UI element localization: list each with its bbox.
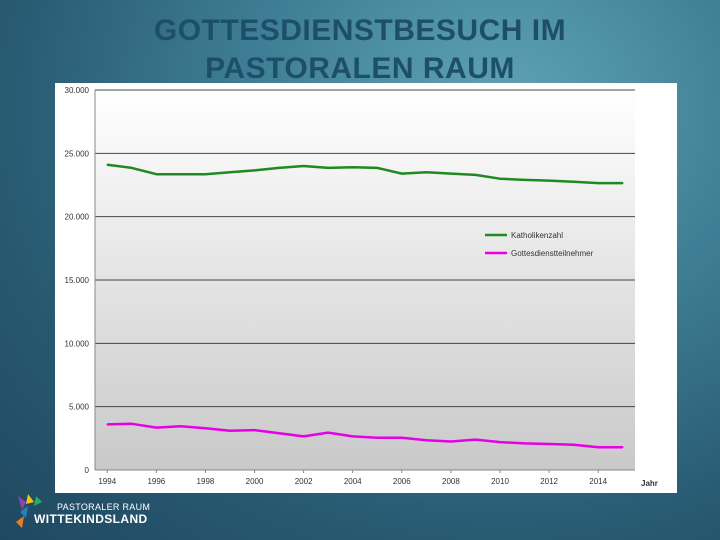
data-point bbox=[523, 179, 526, 181]
data-point bbox=[621, 182, 624, 184]
data-point bbox=[131, 167, 133, 169]
x-axis-label: Jahr bbox=[641, 479, 658, 488]
slide-title-line2: PASTORALEN RAUM bbox=[205, 52, 515, 85]
data-point bbox=[204, 427, 207, 430]
data-point bbox=[376, 167, 379, 169]
y-tick-label: 20.000 bbox=[65, 213, 90, 222]
y-tick-label: 25.000 bbox=[65, 149, 90, 158]
data-point bbox=[327, 431, 329, 434]
x-tick-label: 1994 bbox=[98, 477, 116, 486]
x-tick-label: 2000 bbox=[246, 477, 264, 486]
data-point bbox=[474, 438, 477, 441]
data-point bbox=[229, 429, 231, 432]
data-point bbox=[106, 163, 109, 166]
data-point bbox=[155, 426, 158, 429]
line-chart: 0 5.000 10.000 15.000 20.000 25.000 30.000 1994… bbox=[55, 83, 677, 493]
y-tick-label: 30.000 bbox=[65, 86, 90, 95]
data-point bbox=[499, 177, 501, 180]
data-point bbox=[401, 172, 403, 175]
chart-svg: 0 5.000 10.000 15.000 20.000 25.000 30.000 1994… bbox=[65, 86, 658, 488]
data-point bbox=[278, 167, 280, 169]
data-point bbox=[523, 442, 526, 445]
data-point bbox=[302, 435, 305, 438]
data-point bbox=[548, 179, 550, 182]
data-point bbox=[401, 436, 403, 439]
legend-label: Gottesdienstteilnehmer bbox=[511, 249, 594, 258]
y-tick-label: 0 bbox=[85, 466, 90, 475]
logo-line1: PASTORALER RAUM bbox=[57, 502, 151, 512]
data-point bbox=[302, 165, 305, 167]
data-point bbox=[180, 425, 182, 428]
data-point bbox=[597, 182, 599, 184]
data-point bbox=[155, 173, 158, 176]
data-point bbox=[474, 174, 477, 176]
data-point bbox=[425, 439, 428, 442]
x-tick-label: 2008 bbox=[442, 477, 460, 486]
data-point bbox=[425, 171, 428, 174]
data-point bbox=[278, 432, 280, 435]
slide-title: GOTTESDIENSTBESUCH IM PASTORALEN RAUM bbox=[0, 12, 720, 88]
data-point bbox=[229, 171, 231, 174]
data-point bbox=[351, 435, 354, 438]
y-tick-label: 5.000 bbox=[69, 403, 90, 412]
x-tick-label: 2002 bbox=[295, 477, 313, 486]
data-point bbox=[106, 423, 109, 426]
data-point bbox=[572, 181, 575, 183]
x-tick-label: 2004 bbox=[344, 477, 362, 486]
x-tick-label: 2012 bbox=[540, 477, 558, 486]
slide-title-line1: GOTTESDIENSTBESUCH IM bbox=[153, 14, 567, 47]
data-point bbox=[351, 166, 354, 169]
x-tick-label: 2010 bbox=[491, 477, 509, 486]
legend-label: Katholikenzahl bbox=[511, 231, 563, 240]
y-tick-label: 10.000 bbox=[65, 339, 90, 348]
data-point bbox=[572, 443, 575, 446]
x-tick-label: 2014 bbox=[589, 477, 607, 486]
data-point bbox=[597, 446, 599, 449]
series-line-gottesdienstteilnehmer bbox=[107, 422, 623, 449]
data-point bbox=[131, 422, 133, 425]
data-point bbox=[180, 173, 182, 176]
data-point bbox=[253, 169, 256, 172]
data-point bbox=[376, 436, 379, 439]
logo: PASTORALER RAUM WITTEKINDSLAND bbox=[12, 492, 182, 532]
data-point bbox=[450, 440, 452, 443]
y-tick-label: 15.000 bbox=[65, 276, 90, 285]
logo-line2: WITTEKINDSLAND bbox=[34, 512, 148, 526]
logo-mark-icon bbox=[16, 494, 42, 528]
data-point bbox=[499, 441, 501, 443]
x-tick-label: 1996 bbox=[147, 477, 165, 486]
data-point bbox=[253, 429, 256, 431]
data-point bbox=[621, 446, 624, 449]
series-line-katholikenzahl bbox=[107, 163, 623, 185]
x-tick-label: 2006 bbox=[393, 477, 411, 486]
data-point bbox=[204, 173, 207, 176]
x-tick-label: 1998 bbox=[197, 477, 215, 486]
data-point bbox=[450, 172, 452, 175]
data-point bbox=[548, 443, 550, 445]
data-point bbox=[327, 167, 329, 169]
